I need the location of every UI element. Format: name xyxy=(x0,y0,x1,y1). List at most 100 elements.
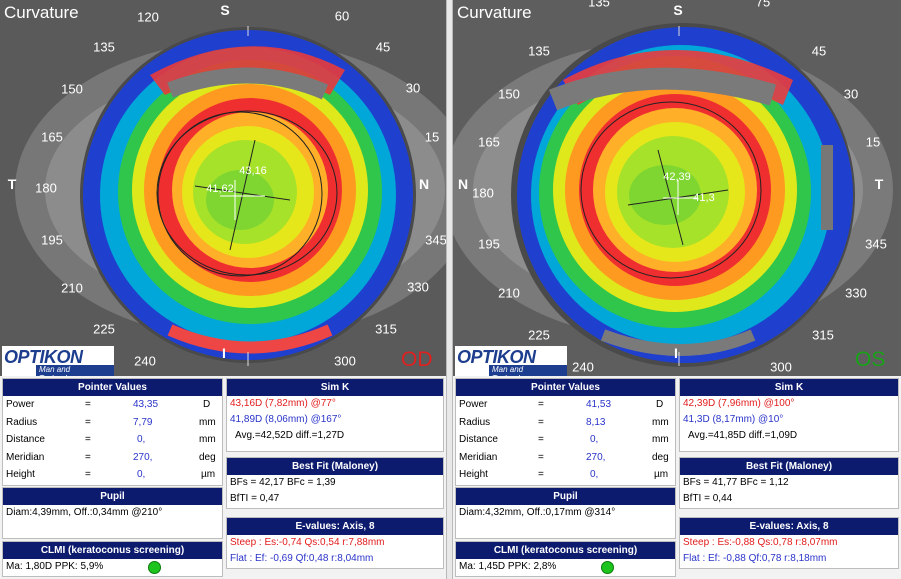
od-evalues-title: E-values: Axis, 8 xyxy=(227,518,443,535)
os-logo-tagline: Man and Technology xyxy=(489,365,567,376)
od-evalues-flat: Flat : Ef: -0,69 Qf:0,48 r:8,04mm xyxy=(230,553,374,564)
row-eq: = xyxy=(85,399,91,410)
od-evalues: E-values: Axis, 8 Steep : Es:-0,74 Qs:0,… xyxy=(226,517,444,569)
od-axis-45: 45 xyxy=(375,39,391,55)
os-panel: Curvature 135 S 75 135 45 150 30 165 15 … xyxy=(453,0,901,579)
row-label: Meridian xyxy=(6,451,45,463)
os-evalues-steep: Steep : Es:-0,88 Qs:0,78 r:8,07mm xyxy=(683,537,838,548)
od-panel: Curvature 120 S 60 135 45 150 30 165 15 … xyxy=(0,0,446,579)
od-axis-315: 315 xyxy=(375,321,397,337)
os-bestfit: Best Fit (Maloney) BFs = 41,77 BFc = 1,1… xyxy=(679,457,899,509)
od-center-value-flat: 41,62 xyxy=(206,183,234,195)
os-curvature-map[interactable]: Curvature 135 S 75 135 45 150 30 165 15 … xyxy=(453,0,901,376)
od-pupil-title: Pupil xyxy=(3,488,222,505)
os-axis-165: 165 xyxy=(478,134,500,150)
row-label: Height xyxy=(459,469,488,480)
row-value: 0, xyxy=(590,434,599,445)
od-pointer-values: Pointer Values Power = 43,35 D Radius = 7,79 m… xyxy=(2,378,223,486)
os-axis-225: 225 xyxy=(528,327,550,343)
os-axis-240: 240 xyxy=(572,359,594,375)
od-pointer-row-meridian: Meridian = 270, deg xyxy=(3,449,222,467)
od-simk-steep: 43,16D (7,82mm) @77° xyxy=(230,398,336,409)
row-value: 270, xyxy=(586,451,606,463)
row-label: Power xyxy=(6,399,35,410)
od-axis-240: 240 xyxy=(134,353,156,369)
od-axis-180: 180 xyxy=(35,180,57,196)
od-bestfit-line1: BFs = 42,17 BFc = 1,39 xyxy=(230,477,336,488)
od-clmi-title: CLMI (keratoconus screening) xyxy=(3,542,222,559)
od-axis-210: 210 xyxy=(61,280,83,296)
od-axis-150: 150 xyxy=(61,81,83,97)
row-label: Meridian xyxy=(459,451,498,463)
os-eye-label: OS xyxy=(855,348,886,371)
os-map-title: Curvature xyxy=(457,3,532,22)
row-unit: mm xyxy=(652,416,669,428)
os-axis-150: 150 xyxy=(498,86,520,102)
od-pointer-title: Pointer Values xyxy=(3,379,222,396)
row-eq: = xyxy=(538,399,544,410)
row-unit: mm xyxy=(199,434,216,445)
row-unit: deg xyxy=(652,451,669,463)
row-label: Distance xyxy=(459,434,498,445)
od-pupil: Pupil Diam:4,39mm, Off.:0,34mm @210° xyxy=(2,487,223,539)
os-logo-name: OPTIKON xyxy=(457,347,536,367)
od-bestfit: Best Fit (Maloney) BFs = 42,17 BFc = 1,3… xyxy=(226,457,444,509)
row-value: 7,79 xyxy=(133,416,153,428)
os-clmi: CLMI (keratoconus screening) Ma: 1,45D P… xyxy=(455,541,676,577)
os-pointer-row-height: Height = 0, µm xyxy=(456,466,675,484)
row-label: Power xyxy=(459,399,488,410)
row-value: 0, xyxy=(590,469,599,480)
od-temporal-label: T xyxy=(7,176,17,192)
os-clmi-line: Ma: 1,45D PPK: 2,8% xyxy=(459,561,557,572)
os-pupil: Pupil Diam:4,32mm, Off.:0,17mm @314° xyxy=(455,487,676,539)
od-axis-300: 300 xyxy=(334,353,356,369)
od-axis-i: I xyxy=(222,345,226,361)
row-unit: D xyxy=(656,399,664,410)
os-pointer-row-radius: Radius = 8,13 mm xyxy=(456,414,675,432)
os-pointer-values: Pointer Values Power = 41,53 D Radius = 8,13 m… xyxy=(455,378,676,486)
os-pointer-title: Pointer Values xyxy=(456,379,675,396)
od-center-value-steep: 43,16 xyxy=(239,165,267,177)
os-pointer-row-distance: Distance = 0, mm xyxy=(456,431,675,449)
os-pupil-title: Pupil xyxy=(456,488,675,505)
od-pointer-row-height: Height = 0, µm xyxy=(3,466,222,484)
os-axis-315: 315 xyxy=(812,327,834,343)
od-pointer-row-distance: Distance = 0, mm xyxy=(3,431,222,449)
os-axis-330: 330 xyxy=(845,285,867,301)
os-pupil-line: Diam:4,32mm, Off.:0,17mm @314° xyxy=(459,507,616,518)
od-axis-60: 60 xyxy=(334,8,350,24)
od-axis-225: 225 xyxy=(93,321,115,337)
od-eye-label: OD xyxy=(401,348,433,371)
od-clmi: CLMI (keratoconus screening) Ma: 1,80D P… xyxy=(2,541,223,577)
row-unit: deg xyxy=(199,451,216,463)
od-axis-15: 15 xyxy=(424,129,440,145)
os-evalues: E-values: Axis, 8 Steep : Es:-0,88 Qs:0,… xyxy=(679,517,899,569)
od-simk-avg: Avg.=42,52D diff.=1,27D xyxy=(235,430,345,441)
od-axis-s: S xyxy=(220,2,230,18)
od-optikon-logo: OPTIKON Man and Technology xyxy=(2,346,114,376)
os-bestfit-line2: BfTI = 0,44 xyxy=(683,493,733,504)
row-eq: = xyxy=(85,469,91,480)
os-axis-15: 15 xyxy=(865,134,881,150)
row-value: 43,35 xyxy=(133,399,159,410)
row-unit: µm xyxy=(201,469,216,480)
row-unit: µm xyxy=(654,469,669,480)
os-axis-top-left: 135 xyxy=(588,0,610,10)
row-value: 41,53 xyxy=(586,399,612,410)
od-curvature-map[interactable]: Curvature 120 S 60 135 45 150 30 165 15 … xyxy=(0,0,446,376)
row-eq: = xyxy=(538,416,544,428)
os-bestfit-line1: BFs = 41,77 BFc = 1,12 xyxy=(683,477,789,488)
os-axis-345: 345 xyxy=(865,236,887,252)
row-value: 8,13 xyxy=(586,416,606,428)
os-center-value-steep: 42,39 xyxy=(663,171,691,183)
row-value: 270, xyxy=(133,451,153,463)
panel-divider[interactable] xyxy=(446,0,453,579)
od-map-title: Curvature xyxy=(4,3,79,22)
os-pointer-row-meridian: Meridian = 270, deg xyxy=(456,449,675,467)
row-eq: = xyxy=(538,451,544,463)
os-pointer-row-power: Power = 41,53 D xyxy=(456,396,675,414)
row-unit: D xyxy=(203,399,211,410)
row-label: Height xyxy=(6,469,35,480)
os-axis-135: 135 xyxy=(528,43,550,59)
od-pupil-line: Diam:4,39mm, Off.:0,34mm @210° xyxy=(6,507,163,518)
